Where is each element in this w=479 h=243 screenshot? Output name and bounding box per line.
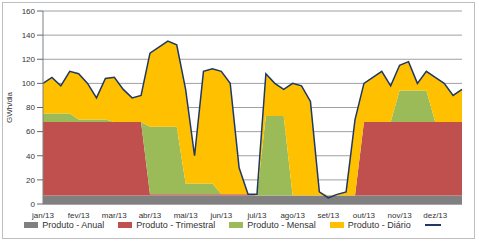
html-text:Produto - Mensal: Produto - Mensal [247,220,316,230]
svg-text:GWh/dia: GWh/dia [8,91,14,123]
svg-text:abr/13: abr/13 [139,211,162,220]
svg-text:out/13: out/13 [353,211,376,220]
svg-text:jan/13: jan/13 [31,211,54,220]
html-text:Produto - Trimestral: Produto - Trimestral [136,220,216,230]
svg-text:40: 40 [26,152,35,161]
svg-text:120: 120 [22,55,36,64]
svg-text:100: 100 [22,79,36,88]
svg-text:mai/13: mai/13 [174,211,199,220]
svg-text:160: 160 [22,7,36,16]
svg-text:jun/13: jun/13 [209,211,232,220]
svg-text:dez/13: dez/13 [423,211,448,220]
svg-text:80: 80 [26,103,35,112]
svg-text:set/13: set/13 [317,211,339,220]
html-text:Produto - Diário: Produto - Diário [347,220,411,230]
svg-text:140: 140 [22,31,36,40]
svg-text:ago/13: ago/13 [280,211,305,220]
svg-text:60: 60 [26,127,35,136]
html-text:Produto - Anual: Produto - Anual [42,220,105,230]
svg-text:mar/13: mar/13 [102,211,127,220]
svg-text:nov/13: nov/13 [388,211,413,220]
svg-text:jul/13: jul/13 [246,211,267,220]
svg-text:0: 0 [31,200,36,209]
svg-text:fev/13: fev/13 [68,211,90,220]
svg-text:20: 20 [26,176,35,185]
